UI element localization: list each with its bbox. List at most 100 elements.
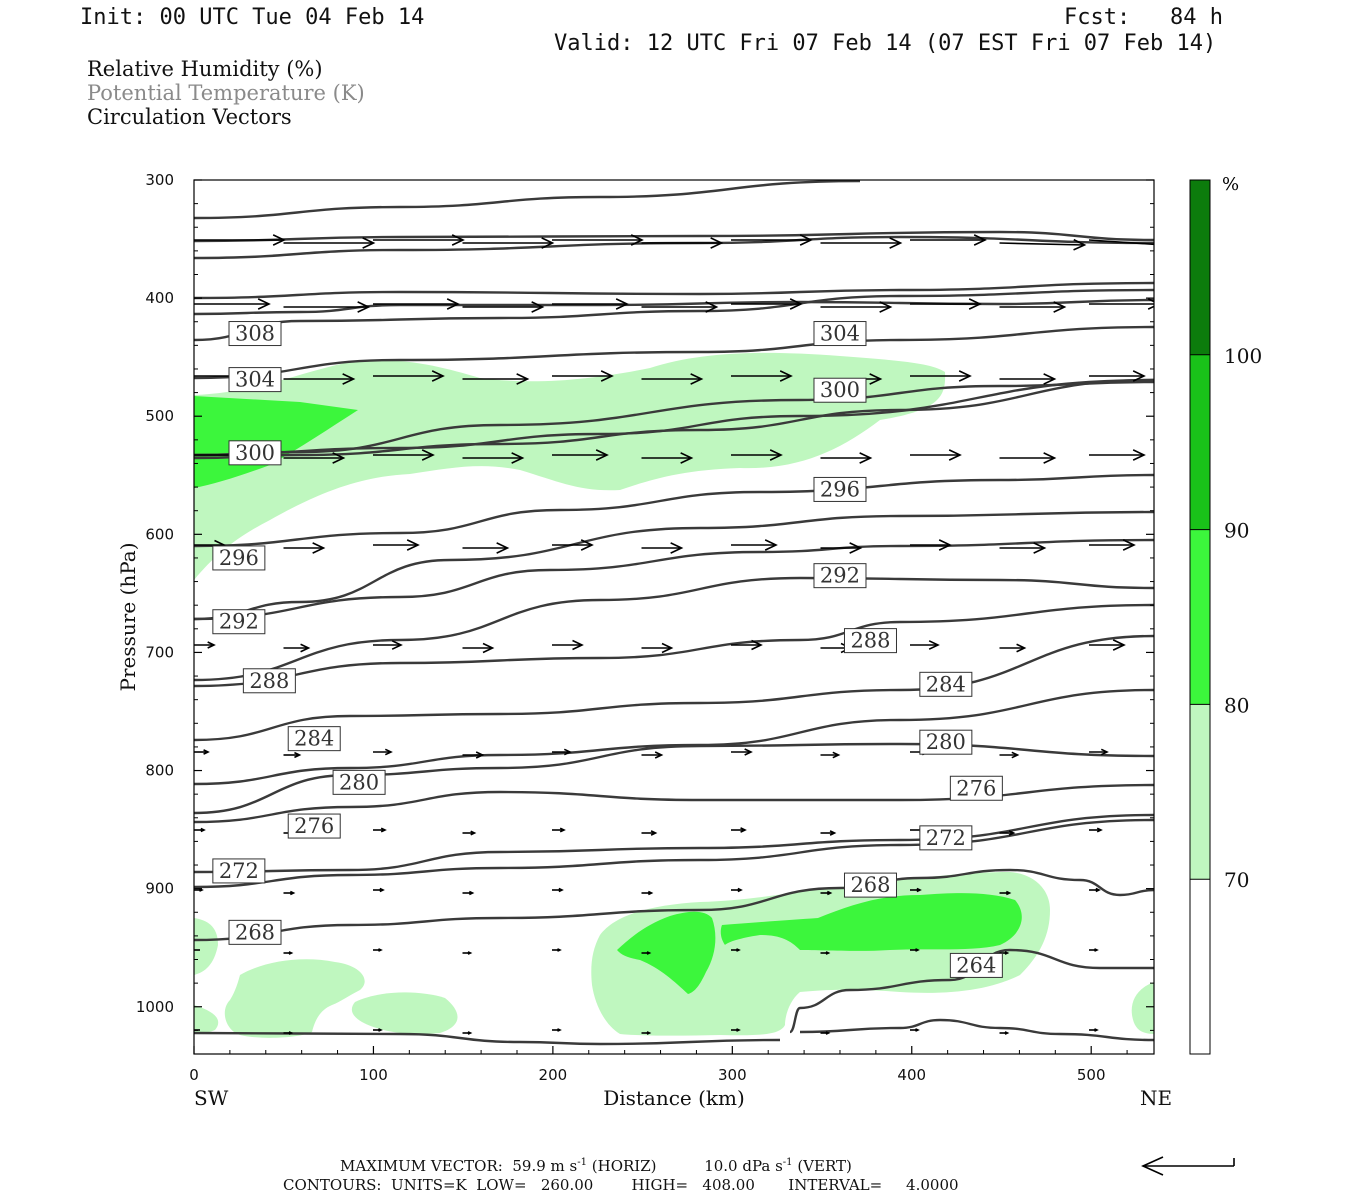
wind-vector-head	[1228, 302, 1239, 312]
contour-label-box	[813, 377, 867, 403]
wind-vector-head	[1112, 639, 1126, 651]
wind-vector-head	[572, 639, 584, 651]
theta-contour-line	[194, 603, 1154, 688]
wind-vector-head	[928, 640, 940, 650]
contour-label-box	[242, 668, 296, 694]
contour-label: 268	[850, 873, 890, 897]
contour-label: 300	[820, 378, 860, 402]
wind-vector-head	[200, 827, 206, 833]
contour-label: 296	[820, 477, 860, 501]
x-right-end-label: NE	[1140, 1086, 1172, 1110]
colorbar-segment	[1190, 354, 1210, 530]
wind-vector-head	[1005, 890, 1012, 896]
init-time: Init: 00 UTC Tue 04 Feb 14	[80, 5, 425, 30]
wind-vector-head	[467, 951, 473, 955]
legend-rh: Relative Humidity (%)	[87, 57, 323, 81]
rh-80-region-lower-left	[617, 911, 716, 994]
wind-vector-head	[384, 748, 393, 756]
wind-vector-head	[915, 1028, 920, 1032]
theta-contour-line	[194, 510, 1154, 621]
wind-vector-head	[1053, 301, 1067, 313]
wind-vector-head	[421, 449, 435, 461]
contour-label-box	[919, 671, 973, 697]
wind-vector-head	[849, 542, 863, 554]
wind-vector-head	[379, 887, 385, 893]
wind-vector-head	[736, 948, 741, 952]
theta-contour-line	[194, 380, 1154, 457]
wind-vector	[1088, 239, 1154, 246]
contour-label-box	[949, 775, 1003, 801]
wind-vector-head	[826, 890, 833, 896]
contour-label: 272	[926, 826, 966, 850]
rh-70-region-surface	[224, 959, 365, 1038]
wind-vector-head	[1184, 1032, 1187, 1034]
wind-vector-head	[744, 748, 753, 756]
wind-vector-head	[563, 748, 572, 756]
wind-vector-head	[1096, 827, 1103, 833]
wind-vector-head	[680, 452, 694, 464]
contour-label-box	[287, 813, 341, 839]
wind-vector-head	[948, 449, 962, 461]
contour-label: 288	[850, 629, 890, 653]
wind-vector-head	[557, 948, 562, 952]
contour-label: 292	[219, 610, 259, 634]
wind-vector-head	[832, 751, 841, 759]
contour-label: 304	[235, 368, 275, 392]
rh-70-region-upper	[194, 352, 946, 580]
wind-vector-head	[289, 890, 296, 896]
wind-vector-head	[207, 641, 216, 649]
wind-vector-head	[1132, 449, 1146, 461]
wind-vector-head	[1185, 892, 1188, 895]
rh-70-region-left	[194, 918, 218, 975]
contour-label: 284	[926, 672, 966, 696]
contour-label-box	[919, 825, 973, 851]
theta-contour-line	[194, 298, 1154, 316]
x-axis-title: Distance (km)	[603, 1086, 745, 1110]
y-tick-label: 900	[145, 880, 174, 898]
wind-vector-head	[288, 951, 294, 955]
contour-label: 276	[294, 814, 334, 838]
wind-vector-head	[468, 890, 475, 896]
contour-label: 300	[235, 441, 275, 465]
wind-vector-head	[482, 642, 495, 654]
wind-vector-head	[357, 301, 371, 313]
wind-vector-head	[511, 452, 525, 464]
theta-contour-line	[194, 378, 1154, 457]
wind-vector-head	[362, 237, 376, 249]
contour-labels: 3083043002962922882842802762722683043002…	[212, 321, 1003, 978]
wind-vector-head	[1043, 452, 1057, 464]
wind-vector-head	[646, 951, 652, 955]
wind-vector-head	[1185, 832, 1188, 835]
legend-theta: Potential Temperature (K)	[87, 81, 365, 105]
contour-label-box	[212, 545, 266, 571]
contour-label-box	[843, 628, 897, 654]
wind-vector-head	[1223, 453, 1234, 463]
theta-contour-line	[194, 473, 1154, 548]
wind-vector-head	[378, 1028, 383, 1032]
wind-vector-head	[467, 1031, 473, 1035]
wind-vector-head	[879, 301, 893, 313]
colorbar: 70 80 90 100%	[1189, 174, 1262, 1055]
wind-vector-head	[272, 234, 286, 246]
x-left-end-label: SW	[194, 1086, 229, 1110]
wind-vector-head	[825, 951, 831, 955]
colorbar-label: 70	[1224, 868, 1249, 892]
contour-label: 308	[235, 322, 275, 346]
colorbar-frame	[1189, 179, 1211, 1055]
wind-vector-head	[705, 301, 719, 313]
contour-label: 292	[820, 564, 860, 588]
circulation-vectors	[194, 234, 1239, 1035]
x-tick-label: 100	[359, 1066, 388, 1084]
theta-contour-line	[194, 1031, 781, 1046]
wind-vector-head	[1100, 748, 1109, 756]
rh-70-region-left-low	[194, 1005, 219, 1034]
theta-contour-line	[194, 288, 1154, 342]
plot-frame	[193, 179, 1155, 1055]
wind-vector-head	[1228, 238, 1239, 248]
rh-80-region-lower-right	[720, 893, 1022, 951]
wind-vector-head	[615, 298, 629, 310]
rh-70-region-mid	[351, 992, 458, 1034]
wind-vector-head	[1033, 542, 1047, 554]
contour-label-box	[949, 952, 1003, 978]
contour-label: 280	[339, 770, 379, 794]
